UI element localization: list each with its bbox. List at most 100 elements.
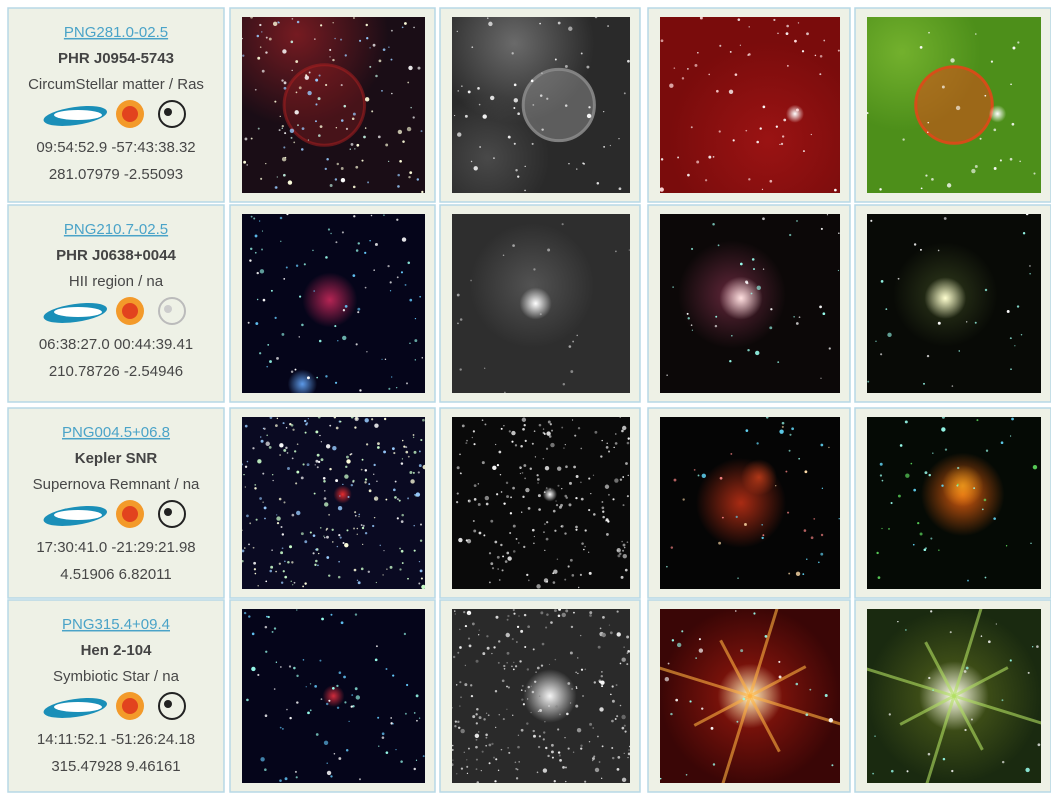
star: [382, 736, 385, 739]
star: [924, 548, 927, 551]
survey-image[interactable]: [452, 214, 630, 393]
star: [306, 422, 308, 424]
star: [1011, 418, 1014, 421]
star: [323, 477, 326, 480]
star: [401, 550, 404, 553]
star: [254, 487, 256, 489]
star: [295, 60, 298, 63]
star: [287, 561, 290, 564]
star: [888, 528, 890, 530]
star: [778, 661, 780, 663]
star: [453, 656, 455, 658]
survey-image[interactable]: [241, 416, 427, 589]
star: [515, 761, 517, 763]
object-link[interactable]: PNG281.0-02.5: [64, 24, 168, 41]
star: [459, 681, 461, 683]
star: [589, 614, 592, 617]
star: [296, 92, 298, 94]
star: [502, 679, 505, 682]
star: [748, 178, 750, 180]
star: [373, 269, 375, 271]
star: [280, 217, 283, 220]
star: [413, 116, 415, 118]
star: [691, 248, 693, 250]
survey-image[interactable]: [647, 593, 853, 794]
star: [472, 623, 475, 626]
star: [796, 109, 799, 112]
star: [805, 713, 808, 716]
star: [259, 352, 261, 354]
star: [362, 527, 364, 529]
star: [619, 187, 622, 190]
survey-image[interactable]: [452, 417, 630, 589]
star: [525, 690, 526, 691]
survey-image[interactable]: [242, 609, 425, 783]
star: [623, 504, 625, 506]
object-link[interactable]: PNG315.4+09.4: [62, 616, 170, 633]
star: [320, 24, 322, 26]
survey-image[interactable]: [660, 416, 840, 589]
object-link[interactable]: PNG004.5+06.8: [62, 424, 170, 441]
star: [266, 37, 268, 39]
star: [605, 485, 609, 489]
star: [601, 671, 602, 672]
star: [588, 552, 589, 553]
survey-image[interactable]: [867, 213, 1041, 393]
star: [576, 168, 577, 169]
star: [691, 126, 693, 128]
star: [552, 757, 554, 759]
star: [920, 533, 923, 536]
star: [473, 443, 475, 445]
star: [407, 578, 409, 580]
star: [565, 767, 567, 769]
star: [336, 127, 337, 128]
star: [577, 657, 579, 659]
star: [576, 475, 579, 478]
survey-image[interactable]: [425, 0, 630, 220]
star: [402, 440, 404, 442]
survey-image[interactable]: [242, 213, 425, 399]
star: [624, 725, 626, 727]
star: [260, 436, 261, 437]
survey-image[interactable]: [451, 608, 631, 784]
star: [286, 709, 288, 711]
star: [941, 485, 943, 487]
survey-image[interactable]: [854, 596, 1051, 794]
star: [722, 517, 724, 519]
star: [277, 418, 278, 419]
star: [900, 444, 903, 447]
star: [255, 573, 257, 575]
star: [245, 466, 247, 468]
star: [383, 450, 386, 453]
star: [252, 633, 255, 636]
star: [417, 178, 419, 180]
star: [876, 552, 878, 554]
star: [381, 359, 382, 360]
star: [466, 759, 467, 760]
star: [348, 721, 349, 722]
star: [297, 124, 299, 126]
star: [533, 543, 535, 545]
star: [551, 430, 553, 432]
star: [622, 658, 626, 662]
star: [495, 444, 496, 445]
star: [368, 571, 370, 573]
star: [365, 532, 367, 534]
star: [574, 435, 576, 437]
star: [932, 452, 933, 453]
star: [365, 287, 367, 289]
star: [779, 676, 782, 679]
star: [548, 420, 551, 423]
star: [601, 778, 602, 779]
star: [264, 518, 266, 520]
survey-image[interactable]: [660, 214, 840, 393]
star: [472, 437, 473, 438]
star: [565, 104, 568, 107]
star: [839, 518, 840, 519]
star: [575, 526, 578, 529]
star: [291, 561, 293, 563]
star: [418, 583, 420, 585]
object-link[interactable]: PNG210.7-02.5: [64, 221, 168, 238]
survey-image[interactable]: [867, 416, 1041, 589]
star: [615, 718, 617, 720]
